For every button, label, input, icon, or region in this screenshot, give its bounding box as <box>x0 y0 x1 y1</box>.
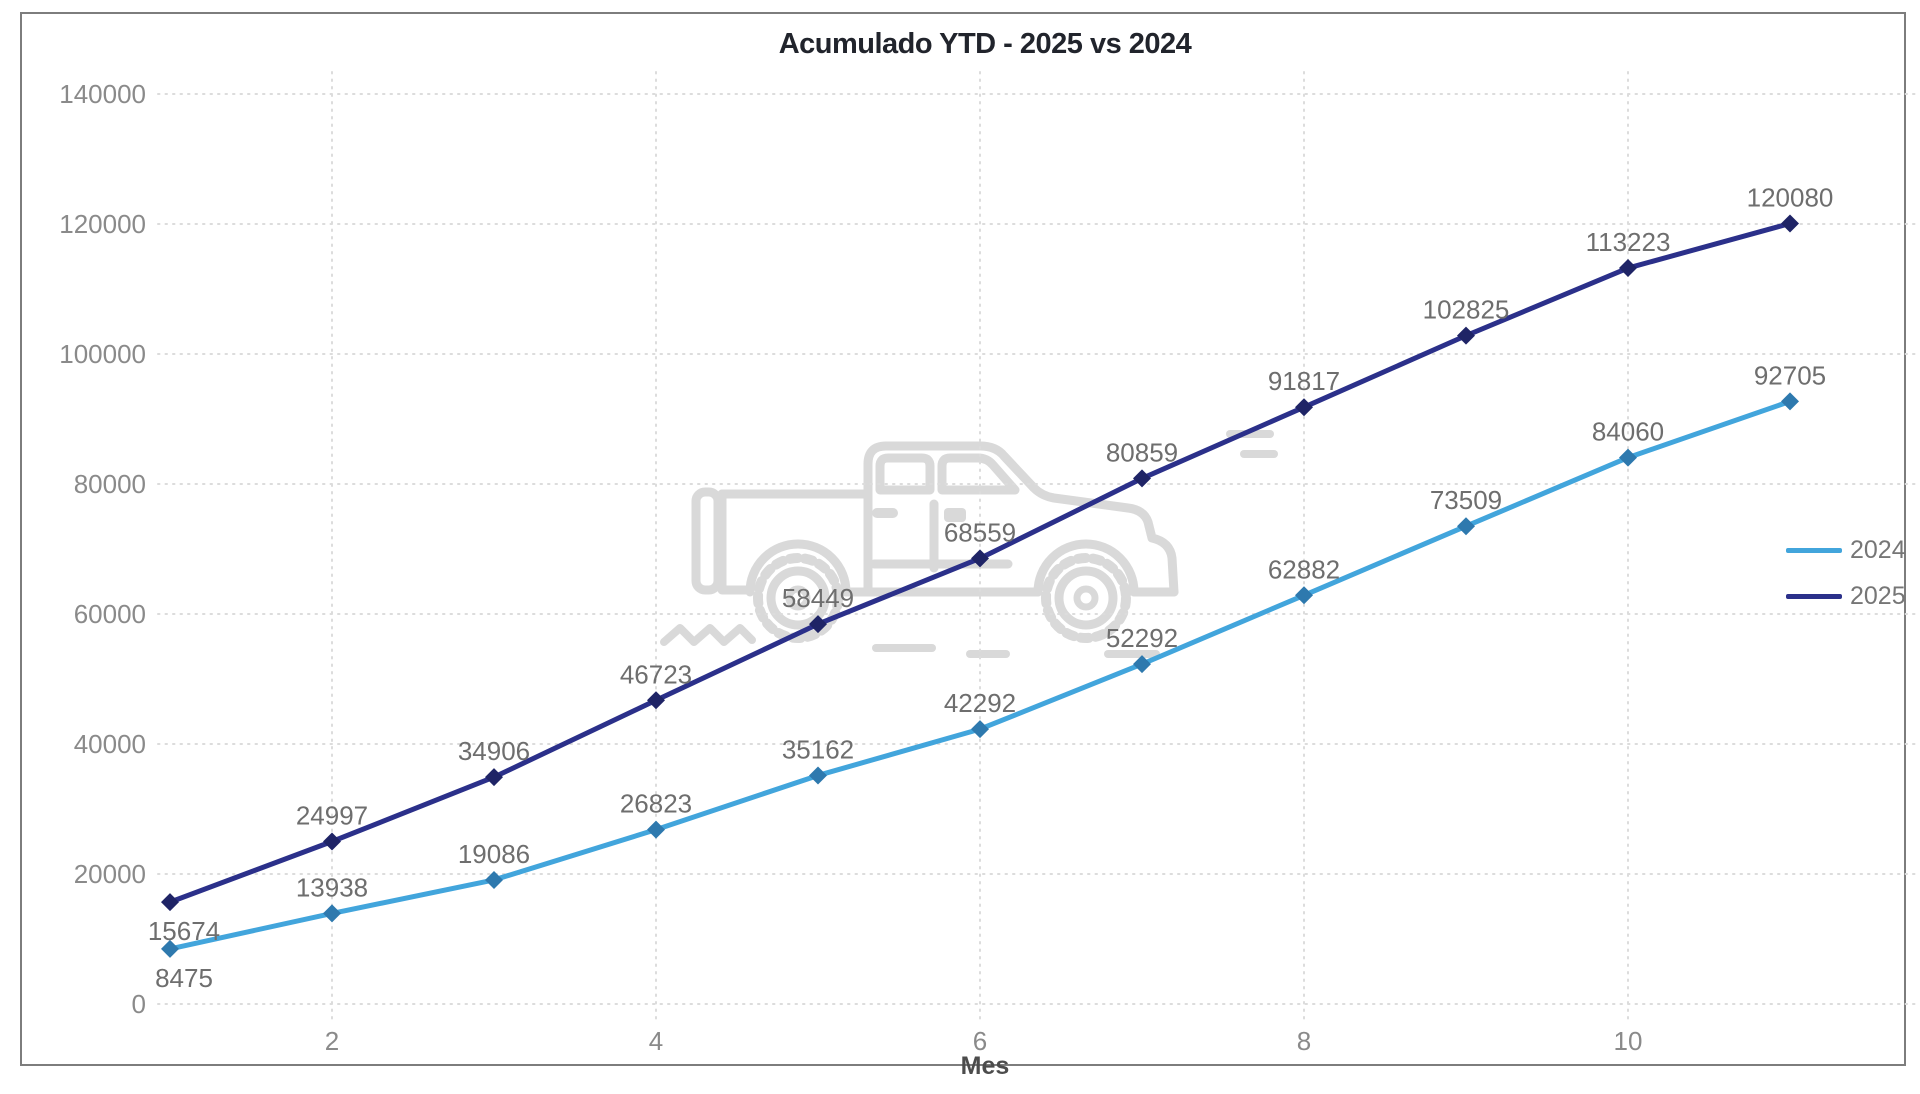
marker-2025-mes-10[interactable] <box>1619 259 1637 278</box>
legend-label-2025: 2025 <box>1850 582 1906 610</box>
data-series <box>161 214 1799 958</box>
marker-2024-mes-2[interactable] <box>323 904 341 923</box>
data-labels: 8475 13938 19086 26823 35162 42292 52292 62882 7… <box>148 182 1834 992</box>
data-label-2025-mes-3: 34906 <box>458 736 530 766</box>
data-label-2025-mes-9: 102825 <box>1423 295 1510 325</box>
marker-2025-mes-7[interactable] <box>1133 469 1151 488</box>
marker-2024-mes-1[interactable] <box>161 939 179 958</box>
marker-2025-mes-3[interactable] <box>485 768 503 787</box>
marker-2024-mes-7[interactable] <box>1133 655 1151 674</box>
marker-2025-mes-5[interactable] <box>809 615 827 634</box>
marker-2024-mes-5[interactable] <box>809 766 827 785</box>
legend-label-2024: 2024 <box>1850 536 1906 564</box>
data-label-2025-mes-4: 46723 <box>620 659 692 689</box>
legend-swatch-2024 <box>1786 548 1842 553</box>
marker-2025-mes-4[interactable] <box>647 691 665 710</box>
chart-title: Acumulado YTD - 2025 vs 2024 <box>778 28 1192 60</box>
legend-item-2025[interactable]: 2025 <box>1786 582 1906 611</box>
marker-2024-mes-11[interactable] <box>1781 392 1799 411</box>
marker-2025-mes-9[interactable] <box>1457 326 1475 345</box>
x-tick-label: 6 <box>973 1026 987 1056</box>
legend: 2024 2025 <box>1786 536 1906 611</box>
data-label-2025-mes-7: 80859 <box>1106 437 1178 467</box>
chart-frame: 0 20000 40000 60000 80000 100000 120000 140000 2… <box>20 12 1916 1080</box>
x-tick-label: 10 <box>1614 1026 1643 1056</box>
data-label-2025-mes-10: 113223 <box>1586 227 1671 257</box>
marker-2024-mes-10[interactable] <box>1619 448 1637 467</box>
x-axis-title: Mes <box>960 1052 1010 1080</box>
data-label-2024-mes-7: 52292 <box>1106 623 1178 653</box>
data-label-2025-mes-1: 15674 <box>148 916 220 946</box>
data-label-2025-mes-5: 58449 <box>782 583 854 613</box>
marker-2024-mes-6[interactable] <box>971 720 989 739</box>
y-tick-label: 80000 <box>74 469 146 499</box>
data-label-2024-mes-10: 84060 <box>1592 417 1664 447</box>
y-tick-label: 40000 <box>74 729 146 759</box>
axis-tick-labels: 0 20000 40000 60000 80000 100000 120000 140000 2… <box>59 79 1642 1056</box>
y-tick-label: 120000 <box>59 209 146 239</box>
data-label-2024-mes-9: 73509 <box>1430 485 1502 515</box>
y-tick-label: 100000 <box>59 339 146 369</box>
pickup-truck-watermark-icon <box>660 430 1278 658</box>
y-tick-label: 140000 <box>59 79 146 109</box>
marker-2025-mes-6[interactable] <box>971 549 989 568</box>
data-label-2025-mes-2: 24997 <box>296 801 368 831</box>
marker-2024-mes-9[interactable] <box>1457 517 1475 536</box>
line-chart-canvas: 0 20000 40000 60000 80000 100000 120000 140000 2… <box>59 71 1916 1056</box>
data-label-2025-mes-11: 120080 <box>1747 182 1834 212</box>
legend-swatch-2025 <box>1786 594 1842 599</box>
legend-item-2024[interactable]: 2024 <box>1786 536 1906 565</box>
y-tick-label: 60000 <box>74 599 146 629</box>
x-tick-label: 8 <box>1297 1026 1311 1056</box>
data-label-2024-mes-1: 8475 <box>155 963 213 993</box>
data-label-2025-mes-8: 91817 <box>1268 366 1340 396</box>
data-label-2024-mes-11: 92705 <box>1754 360 1826 390</box>
marker-2024-mes-3[interactable] <box>485 870 503 889</box>
data-label-2024-mes-4: 26823 <box>620 789 692 819</box>
gridlines <box>157 71 1916 1021</box>
y-tick-label: 20000 <box>74 859 146 889</box>
marker-2025-mes-2[interactable] <box>323 832 341 851</box>
data-label-2024-mes-2: 13938 <box>296 872 368 902</box>
data-label-2024-mes-8: 62882 <box>1268 554 1340 584</box>
x-tick-label: 2 <box>325 1026 339 1056</box>
data-label-2024-mes-6: 42292 <box>944 688 1016 718</box>
marker-2025-mes-11[interactable] <box>1781 214 1799 233</box>
marker-2024-mes-4[interactable] <box>647 820 665 839</box>
marker-2025-mes-1[interactable] <box>161 893 179 912</box>
marker-2024-mes-8[interactable] <box>1295 586 1313 605</box>
data-label-2024-mes-5: 35162 <box>782 734 854 764</box>
data-label-2024-mes-3: 19086 <box>458 839 530 869</box>
x-tick-label: 4 <box>649 1026 663 1056</box>
data-label-2025-mes-6: 68559 <box>944 517 1016 547</box>
marker-2025-mes-8[interactable] <box>1295 398 1313 417</box>
y-tick-label: 0 <box>132 989 146 1019</box>
